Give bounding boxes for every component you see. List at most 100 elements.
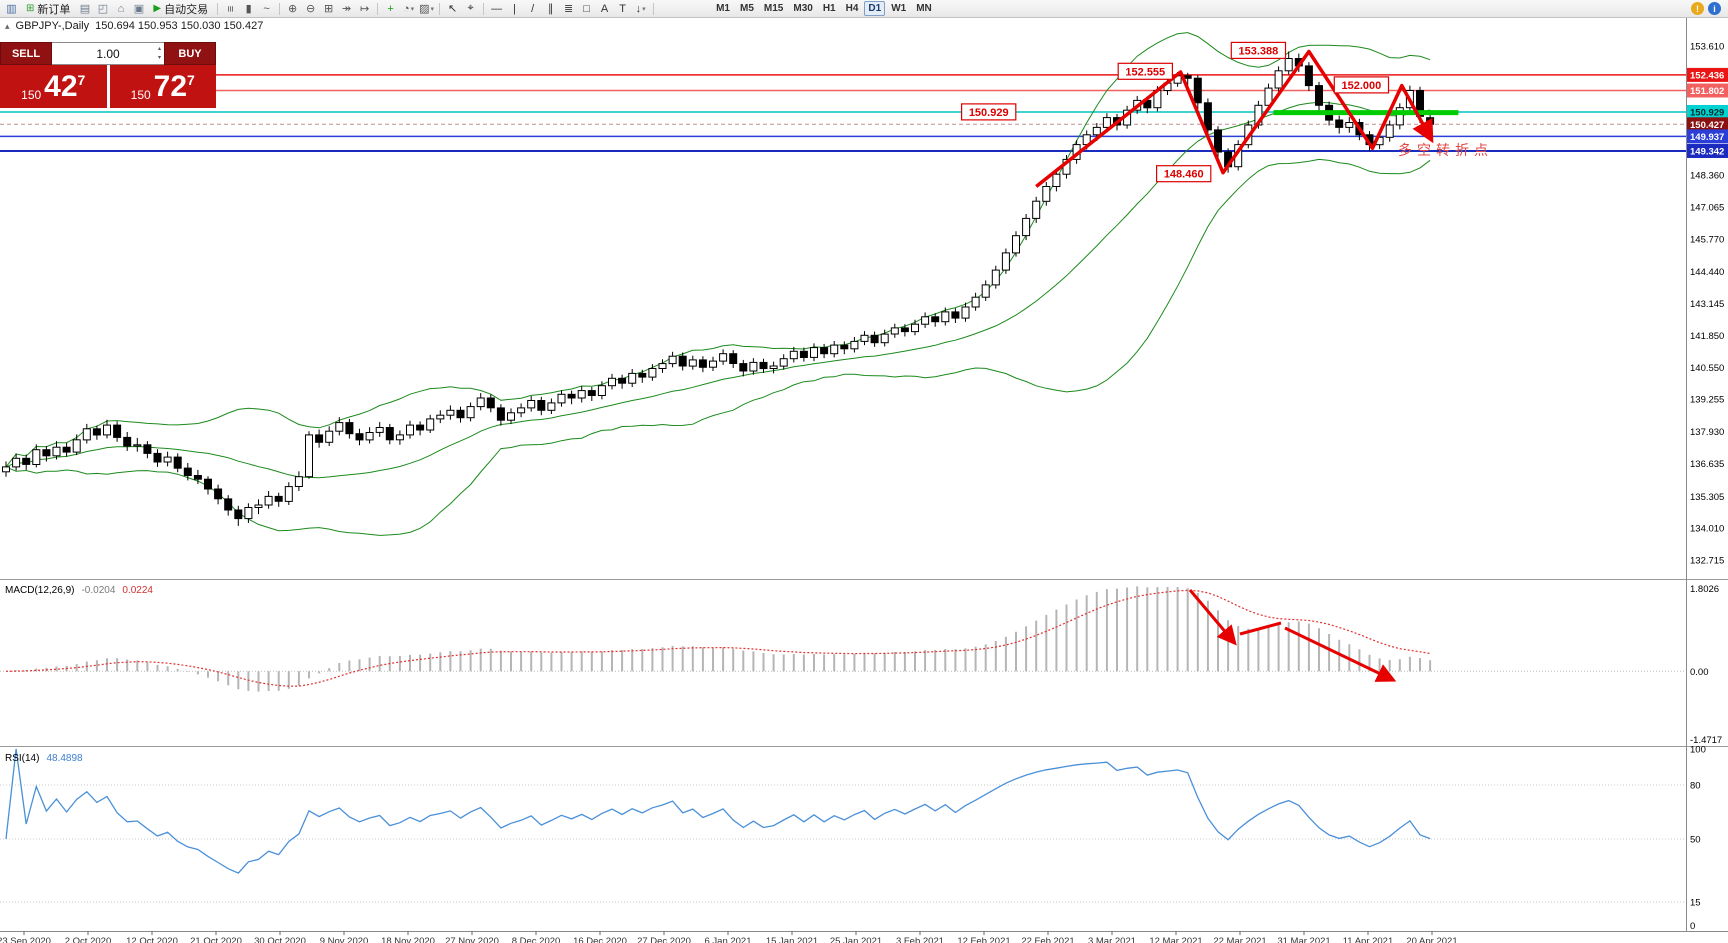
candlestick-chart-icon[interactable]: ▮	[240, 1, 257, 16]
arrows-tool-icon[interactable]: ↓ ▾	[632, 1, 649, 16]
macd-axis[interactable]: 1.8026 0.00 -1.4717	[1690, 584, 1722, 746]
candle-body	[931, 316, 940, 323]
trend-arrow[interactable]	[1035, 49, 1434, 188]
label-icon[interactable]: T	[614, 1, 631, 16]
candle-body	[739, 363, 748, 372]
indicators-icon[interactable]: +	[382, 1, 399, 16]
candle	[143, 441, 152, 459]
candle-body	[1032, 200, 1041, 219]
macd-name: MACD(12,26,9)	[5, 585, 75, 596]
timeframe-d1[interactable]: D1	[864, 1, 886, 16]
price-callout[interactable]: 152.000	[1333, 76, 1390, 94]
zoom-out-icon[interactable]: ⊖	[302, 1, 319, 16]
sell-button[interactable]: SELL	[0, 42, 52, 65]
timeframe-m30[interactable]: M30	[793, 3, 813, 14]
candle-body	[183, 467, 192, 477]
volume-down-button[interactable]: ▾	[157, 55, 161, 61]
bollinger-bands	[5, 32, 1431, 536]
rsi-axis[interactable]: 100 80 50 15 0	[1690, 745, 1706, 933]
chart-shift-icon[interactable]: ↦	[356, 1, 373, 16]
price-axis-label: 153.610	[1690, 42, 1724, 53]
candle-body	[1274, 70, 1283, 89]
crosshair-icon-glyph: ⌖	[467, 2, 474, 14]
buy-price-button[interactable]: 150 72 7	[109, 65, 216, 108]
candle-body	[517, 407, 526, 414]
turning-point-annotation[interactable]: 多空转折点	[1398, 142, 1493, 158]
candle-body	[12, 457, 21, 468]
auto-scroll-icon[interactable]: ↠	[338, 1, 355, 16]
indicators-icon-glyph: +	[387, 2, 394, 15]
vline-icon[interactable]: |	[506, 1, 523, 16]
candle	[476, 393, 485, 411]
community-icon[interactable]: i	[1708, 2, 1721, 15]
hline-icon[interactable]: —	[488, 1, 505, 16]
zoom-in-icon[interactable]: ⊕	[284, 1, 301, 16]
candle	[2, 461, 10, 477]
autotrading-button[interactable]: ▶ 自动交易	[148, 1, 213, 16]
sell-price-button[interactable]: 150 42 7	[0, 65, 107, 108]
periods-icon[interactable]: ◔ ▾	[400, 1, 417, 16]
price-callout[interactable]: 148.460	[1155, 165, 1212, 183]
candle-body	[436, 414, 445, 420]
symbol-ohlc-label: ▴ GBPJPY-,Daily 150.694 150.953 150.030 …	[5, 20, 263, 32]
fibonacci-icon[interactable]: ≣	[560, 1, 577, 16]
cursor-icon[interactable]: ↖	[444, 1, 461, 16]
volume-up-button[interactable]: ▴	[157, 46, 161, 52]
price-callout[interactable]: 153.388	[1230, 41, 1287, 60]
data-window-icon[interactable]: ◰	[94, 1, 111, 16]
buy-button[interactable]: BUY	[164, 42, 216, 65]
timeframe-h4[interactable]: H4	[845, 3, 859, 14]
timeframe-h1[interactable]: H1	[822, 3, 836, 14]
market-watch-icon[interactable]: ▤	[76, 1, 93, 16]
candle-body	[678, 355, 687, 367]
timeframe-w1[interactable]: W1	[891, 3, 907, 14]
shapes-icon[interactable]: □	[578, 1, 595, 16]
alert-icon[interactable]: !	[1691, 2, 1704, 15]
text-icon[interactable]: A	[596, 1, 613, 16]
candle	[274, 492, 283, 507]
new-chart-icon[interactable]: ▥	[3, 1, 20, 16]
price-callout[interactable]: 150.929	[960, 103, 1017, 121]
price-axis[interactable]: 153.610 152.436 151.802 150.929150.427149.9…	[1687, 42, 1728, 567]
one-click-trading-panel: SELL 1.00 ▴ ▾ BUY 150 42 7 150 72 7	[0, 42, 216, 108]
price-axis-label: 145.770	[1690, 234, 1724, 245]
bar-chart-icon[interactable]: ≡	[222, 1, 239, 16]
navigator-icon[interactable]: ⌂	[112, 1, 129, 16]
macd-trend-arrow[interactable]	[1188, 589, 1237, 646]
data-window-icon-glyph: ◰	[97, 3, 109, 15]
svg-text:153.388: 153.388	[1239, 45, 1279, 57]
candle	[375, 422, 384, 437]
toolbar-separator	[483, 2, 485, 15]
timeframe-m1[interactable]: M1	[716, 3, 730, 14]
price-callouts: 150.929 152.555 153.388 152.000 148.460	[960, 41, 1390, 183]
level-lines[interactable]	[0, 74, 1686, 152]
time-axis[interactable]: 23 Sep 2020 2 Oct 2020 12 Oct 2020 21 Oct 2…	[0, 931, 1458, 943]
trendline-icon[interactable]: /	[524, 1, 541, 16]
price-callout[interactable]: 152.555	[1117, 62, 1173, 80]
channel-icon[interactable]: ∥	[542, 1, 559, 16]
crosshair-icon[interactable]: ⌖	[462, 1, 479, 16]
candle-body	[1203, 102, 1212, 131]
terminal-icon[interactable]: ▣	[130, 1, 147, 16]
candle-body	[143, 444, 152, 454]
tile-windows-icon[interactable]: ⊞	[320, 1, 337, 16]
candle-body	[981, 284, 990, 298]
time-axis-label: 12 Mar 2021	[1149, 936, 1202, 943]
macd-trend-arrow[interactable]	[1239, 621, 1282, 636]
line-chart-icon[interactable]: ~	[258, 1, 275, 16]
timeframe-mn[interactable]: MN	[916, 3, 932, 14]
time-axis-label: 22 Mar 2021	[1213, 936, 1266, 943]
volume-input[interactable]: 1.00 ▴ ▾	[52, 42, 164, 65]
timeframe-m5[interactable]: M5	[740, 3, 754, 14]
price-axis-label: 150.427	[1690, 120, 1724, 131]
new-order-button[interactable]: ⊞ 新订单	[21, 1, 75, 16]
candle-body	[274, 495, 283, 502]
timeframe-toolbar: M1 M5 M15 M30 H1 H4 D1 W1 MN	[712, 1, 936, 16]
macd-trend-arrow[interactable]	[1284, 626, 1397, 682]
timeframe-m15[interactable]: M15	[763, 3, 784, 14]
chart-icon: ▴	[5, 20, 10, 31]
ask-sup-digit: 7	[187, 72, 195, 88]
candle	[244, 503, 253, 523]
templates-icon[interactable]: ▨ ▾	[418, 1, 435, 16]
candle	[123, 432, 132, 451]
